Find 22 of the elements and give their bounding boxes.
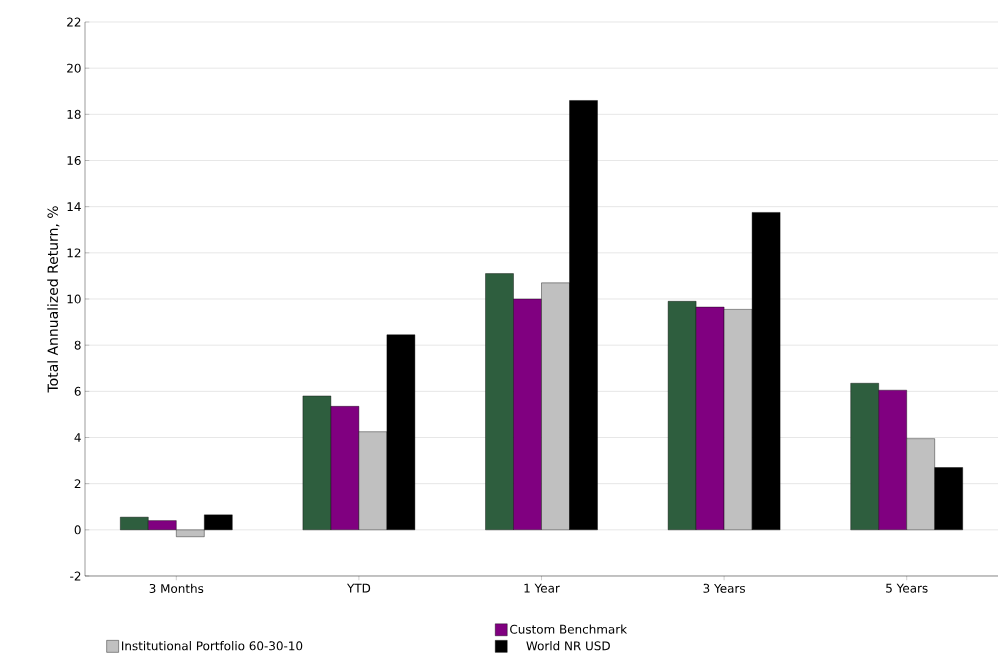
- x-tick-label: 3 Months: [149, 583, 204, 594]
- y-tick-label: 16: [67, 155, 81, 166]
- y-tick-label: 20: [67, 63, 81, 73]
- x-tick-label: YTD: [346, 583, 371, 593]
- x-tick-label: 5 Years: [886, 583, 928, 593]
- y-tick-label: 4: [74, 433, 81, 442]
- y-tick-label: 10: [67, 294, 81, 304]
- y-tick-label: 2: [74, 479, 81, 489]
- y-tick-label: 6: [74, 386, 81, 396]
- legend-label: World NR USD: [526, 641, 610, 651]
- legend-label: Institutional Portfolio 60-30-10: [122, 641, 303, 651]
- y-tick-label: 0: [74, 525, 81, 535]
- y-tick-label: 22: [67, 17, 81, 27]
- y-tick-label: 8: [74, 340, 81, 350]
- x-tick-label: 1 Year: [524, 583, 560, 593]
- y-axis-title: Total Annualized Return, %: [47, 206, 60, 393]
- y-tick-label: 12: [67, 248, 81, 258]
- y-tick-label: 18: [67, 109, 81, 119]
- legend-label: Custom Benchmark: [510, 624, 628, 634]
- y-tick-label: -2: [70, 571, 81, 581]
- y-tick-label: 14: [67, 202, 81, 212]
- x-tick-label: 3 Years: [703, 583, 745, 593]
